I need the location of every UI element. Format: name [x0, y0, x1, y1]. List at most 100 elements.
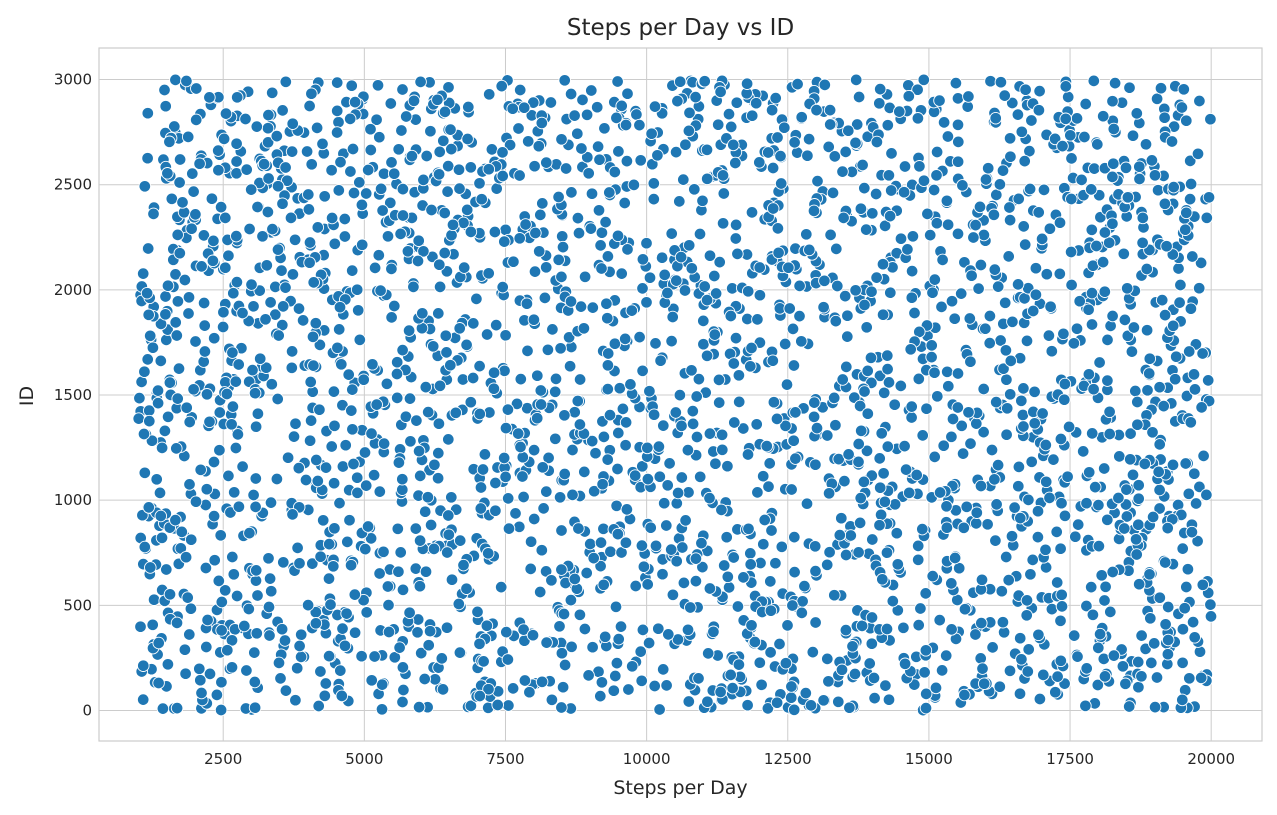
data-point: [159, 308, 172, 321]
data-point: [187, 383, 200, 396]
data-point: [262, 108, 275, 122]
data-point: [183, 628, 196, 641]
data-point: [189, 335, 202, 348]
data-point: [584, 222, 598, 235]
data-point: [396, 695, 409, 709]
data-point: [835, 511, 848, 525]
data-point: [657, 419, 670, 432]
data-point: [849, 136, 862, 150]
data-point: [884, 184, 898, 197]
chart-title: Steps per Day vs ID: [567, 15, 794, 41]
data-point: [330, 76, 344, 89]
data-point: [964, 355, 977, 368]
data-point: [240, 664, 253, 677]
data-point: [207, 455, 221, 469]
data-point: [594, 536, 608, 549]
data-point: [989, 534, 1002, 547]
data-point: [1125, 345, 1139, 358]
data-point: [1054, 654, 1068, 668]
data-point: [261, 205, 275, 219]
data-point: [1050, 525, 1063, 539]
data-point: [142, 308, 155, 322]
data-point: [611, 229, 625, 243]
data-point: [683, 106, 696, 120]
data-point: [464, 699, 478, 713]
data-point: [997, 362, 1010, 375]
data-point: [287, 430, 301, 443]
data-point: [870, 135, 884, 149]
data-point: [436, 683, 450, 696]
data-point: [555, 230, 569, 243]
data-point: [1011, 108, 1025, 121]
data-point: [197, 296, 211, 310]
data-point: [1138, 457, 1152, 471]
data-point: [709, 287, 723, 300]
data-point: [181, 591, 194, 604]
data-point: [842, 448, 855, 461]
data-point: [552, 253, 565, 267]
data-point: [418, 672, 431, 686]
data-point: [445, 491, 458, 504]
data-point: [1036, 407, 1049, 420]
data-point: [698, 74, 711, 88]
data-point: [402, 324, 416, 337]
data-point: [1044, 300, 1057, 313]
data-point: [860, 444, 874, 458]
data-point: [630, 108, 643, 121]
data-point: [860, 321, 873, 334]
data-point: [407, 280, 420, 294]
data-point: [145, 434, 159, 447]
data-point: [171, 295, 185, 308]
data-point: [633, 118, 646, 132]
data-point: [453, 534, 467, 547]
data-point: [345, 79, 358, 92]
data-point: [749, 96, 763, 110]
data-point: [748, 635, 762, 649]
data-point: [159, 290, 172, 303]
data-point: [421, 405, 435, 419]
data-point: [179, 550, 193, 564]
data-point: [791, 77, 804, 91]
data-point: [176, 196, 189, 209]
data-point: [960, 500, 973, 514]
data-point: [519, 218, 532, 231]
data-point: [1039, 475, 1053, 489]
data-point: [917, 174, 931, 187]
data-point: [919, 687, 933, 701]
data-point: [281, 451, 295, 464]
data-point: [137, 427, 151, 441]
data-point: [424, 124, 437, 138]
data-point: [635, 539, 649, 552]
data-point: [542, 451, 555, 465]
data-point: [180, 401, 193, 414]
data-point: [438, 206, 451, 220]
data-point: [159, 99, 172, 113]
data-point: [995, 584, 1009, 598]
data-point: [309, 617, 323, 630]
data-point: [1133, 160, 1146, 173]
data-point: [858, 298, 871, 312]
data-point: [666, 310, 679, 324]
data-point: [495, 79, 508, 93]
data-point: [460, 582, 473, 595]
data-point: [384, 196, 397, 210]
data-point: [727, 551, 740, 564]
data-point: [586, 640, 599, 654]
data-point: [170, 701, 184, 715]
data-point: [983, 309, 997, 323]
data-point: [629, 579, 642, 593]
data-point: [1155, 293, 1169, 307]
data-point: [993, 178, 1007, 191]
data-point: [902, 89, 916, 103]
data-point: [361, 520, 375, 533]
data-point: [671, 633, 685, 646]
data-point: [745, 109, 759, 122]
data-point: [917, 73, 931, 87]
data-point: [693, 227, 707, 241]
data-point: [967, 231, 980, 244]
data-point: [1129, 384, 1142, 398]
data-point: [180, 74, 193, 88]
data-point: [502, 522, 516, 535]
data-point: [1106, 94, 1119, 108]
data-point: [481, 547, 495, 560]
